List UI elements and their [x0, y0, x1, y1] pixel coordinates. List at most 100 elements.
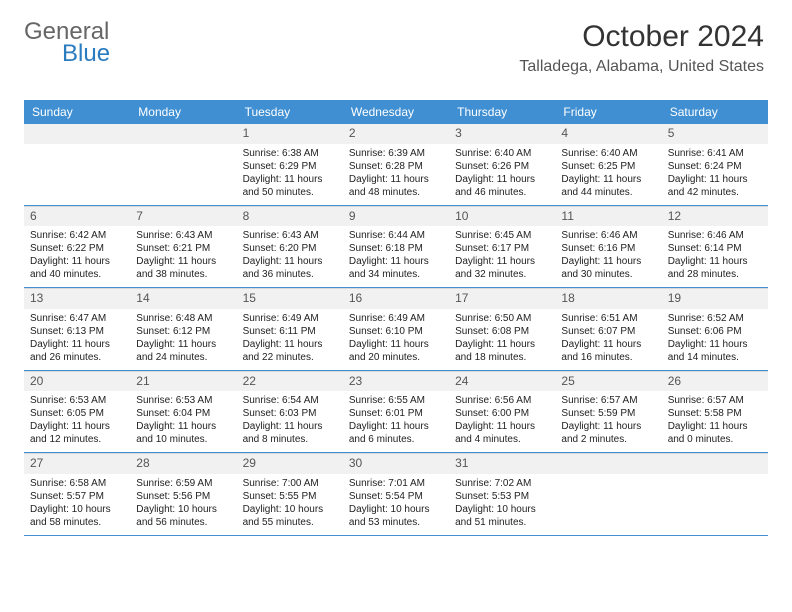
day-cell: 26Sunrise: 6:57 AMSunset: 5:58 PMDayligh… [662, 371, 768, 453]
day-info-line: Daylight: 11 hours [349, 338, 443, 351]
day-info-line: Sunset: 5:54 PM [349, 490, 443, 503]
day-info-line: and 44 minutes. [561, 186, 655, 199]
day-cell [24, 124, 130, 205]
location-text: Talladega, Alabama, United States [519, 58, 764, 76]
day-info-line: Sunrise: 6:49 AM [349, 312, 443, 325]
day-info-line: Sunset: 6:04 PM [136, 407, 230, 420]
day-number: 2 [343, 124, 449, 144]
day-info-line: Daylight: 11 hours [668, 255, 762, 268]
day-cell: 12Sunrise: 6:46 AMSunset: 6:14 PMDayligh… [662, 206, 768, 288]
day-info-line: Sunrise: 6:52 AM [668, 312, 762, 325]
day-info-line: Daylight: 11 hours [243, 255, 337, 268]
day-info-line: Sunrise: 7:02 AM [455, 477, 549, 490]
day-info-line: Sunset: 6:00 PM [455, 407, 549, 420]
day-number: 29 [237, 454, 343, 474]
day-info-line: Daylight: 11 hours [243, 173, 337, 186]
day-number: 30 [343, 454, 449, 474]
day-info-line: and 51 minutes. [455, 516, 549, 529]
day-number-empty [24, 124, 130, 144]
day-number: 28 [130, 454, 236, 474]
day-info-line: Sunset: 6:26 PM [455, 160, 549, 173]
header-right: October 2024 Talladega, Alabama, United … [519, 20, 764, 76]
day-info-line: Daylight: 11 hours [136, 255, 230, 268]
day-number: 24 [449, 372, 555, 392]
day-cell: 13Sunrise: 6:47 AMSunset: 6:13 PMDayligh… [24, 288, 130, 370]
day-number: 1 [237, 124, 343, 144]
day-cell: 5Sunrise: 6:41 AMSunset: 6:24 PMDaylight… [662, 124, 768, 205]
calendar-grid: Sunday Monday Tuesday Wednesday Thursday… [24, 100, 768, 536]
day-info-line: Sunrise: 6:38 AM [243, 147, 337, 160]
day-info-line: and 16 minutes. [561, 351, 655, 364]
day-info-line: Sunset: 5:53 PM [455, 490, 549, 503]
day-info-line: Sunset: 6:13 PM [30, 325, 124, 338]
weekday-header: Monday [130, 100, 236, 124]
day-info-line: and 24 minutes. [136, 351, 230, 364]
day-cell: 18Sunrise: 6:51 AMSunset: 6:07 PMDayligh… [555, 288, 661, 370]
day-info-line: Daylight: 11 hours [349, 420, 443, 433]
day-info-line: Daylight: 11 hours [561, 420, 655, 433]
week-row: 1Sunrise: 6:38 AMSunset: 6:29 PMDaylight… [24, 124, 768, 206]
day-info-line: Sunrise: 6:51 AM [561, 312, 655, 325]
day-info-line: Daylight: 10 hours [349, 503, 443, 516]
day-info-line: and 20 minutes. [349, 351, 443, 364]
day-cell: 19Sunrise: 6:52 AMSunset: 6:06 PMDayligh… [662, 288, 768, 370]
weekday-header: Wednesday [343, 100, 449, 124]
day-info-line: and 30 minutes. [561, 268, 655, 281]
day-number: 15 [237, 289, 343, 309]
day-info-line: Daylight: 10 hours [455, 503, 549, 516]
day-info-line: Sunrise: 6:57 AM [561, 394, 655, 407]
day-info-line: and 14 minutes. [668, 351, 762, 364]
day-number: 20 [24, 372, 130, 392]
brand-part2: Blue [62, 40, 110, 67]
day-cell [555, 453, 661, 535]
day-info-line: Sunset: 6:17 PM [455, 242, 549, 255]
day-cell: 16Sunrise: 6:49 AMSunset: 6:10 PMDayligh… [343, 288, 449, 370]
day-cell: 8Sunrise: 6:43 AMSunset: 6:20 PMDaylight… [237, 206, 343, 288]
day-info-line: Sunrise: 6:43 AM [136, 229, 230, 242]
day-cell: 17Sunrise: 6:50 AMSunset: 6:08 PMDayligh… [449, 288, 555, 370]
day-cell: 27Sunrise: 6:58 AMSunset: 5:57 PMDayligh… [24, 453, 130, 535]
day-info-line: and 34 minutes. [349, 268, 443, 281]
day-number: 14 [130, 289, 236, 309]
day-info-line: and 8 minutes. [243, 433, 337, 446]
day-info-line: Daylight: 11 hours [561, 255, 655, 268]
day-number: 6 [24, 207, 130, 227]
day-number: 18 [555, 289, 661, 309]
day-info-line: Daylight: 11 hours [243, 338, 337, 351]
day-info-line: and 58 minutes. [30, 516, 124, 529]
day-info-line: Sunset: 6:18 PM [349, 242, 443, 255]
day-info-line: Sunrise: 6:59 AM [136, 477, 230, 490]
day-number: 10 [449, 207, 555, 227]
day-info-line: Daylight: 11 hours [349, 255, 443, 268]
day-info-line: Sunset: 6:12 PM [136, 325, 230, 338]
day-info-line: Sunset: 5:59 PM [561, 407, 655, 420]
day-cell: 23Sunrise: 6:55 AMSunset: 6:01 PMDayligh… [343, 371, 449, 453]
day-info-line: Sunrise: 6:40 AM [561, 147, 655, 160]
day-info-line: Sunset: 6:03 PM [243, 407, 337, 420]
week-row: 27Sunrise: 6:58 AMSunset: 5:57 PMDayligh… [24, 453, 768, 536]
day-number: 17 [449, 289, 555, 309]
day-info-line: and 0 minutes. [668, 433, 762, 446]
day-info-line: Daylight: 11 hours [243, 420, 337, 433]
day-number: 13 [24, 289, 130, 309]
day-cell: 3Sunrise: 6:40 AMSunset: 6:26 PMDaylight… [449, 124, 555, 205]
day-info-line: Sunrise: 6:40 AM [455, 147, 549, 160]
day-info-line: Daylight: 11 hours [30, 420, 124, 433]
day-info-line: Daylight: 11 hours [455, 338, 549, 351]
weekday-header: Friday [555, 100, 661, 124]
day-info-line: Daylight: 11 hours [561, 173, 655, 186]
day-number: 22 [237, 372, 343, 392]
day-info-line: Sunset: 6:29 PM [243, 160, 337, 173]
day-number: 27 [24, 454, 130, 474]
day-cell: 28Sunrise: 6:59 AMSunset: 5:56 PMDayligh… [130, 453, 236, 535]
day-info-line: Sunset: 6:20 PM [243, 242, 337, 255]
day-number: 11 [555, 207, 661, 227]
day-cell: 15Sunrise: 6:49 AMSunset: 6:11 PMDayligh… [237, 288, 343, 370]
day-cell: 9Sunrise: 6:44 AMSunset: 6:18 PMDaylight… [343, 206, 449, 288]
day-info-line: Daylight: 11 hours [668, 420, 762, 433]
day-info-line: and 53 minutes. [349, 516, 443, 529]
day-cell: 30Sunrise: 7:01 AMSunset: 5:54 PMDayligh… [343, 453, 449, 535]
day-info-line: Sunset: 5:56 PM [136, 490, 230, 503]
day-info-line: and 40 minutes. [30, 268, 124, 281]
day-info-line: Sunset: 6:14 PM [668, 242, 762, 255]
